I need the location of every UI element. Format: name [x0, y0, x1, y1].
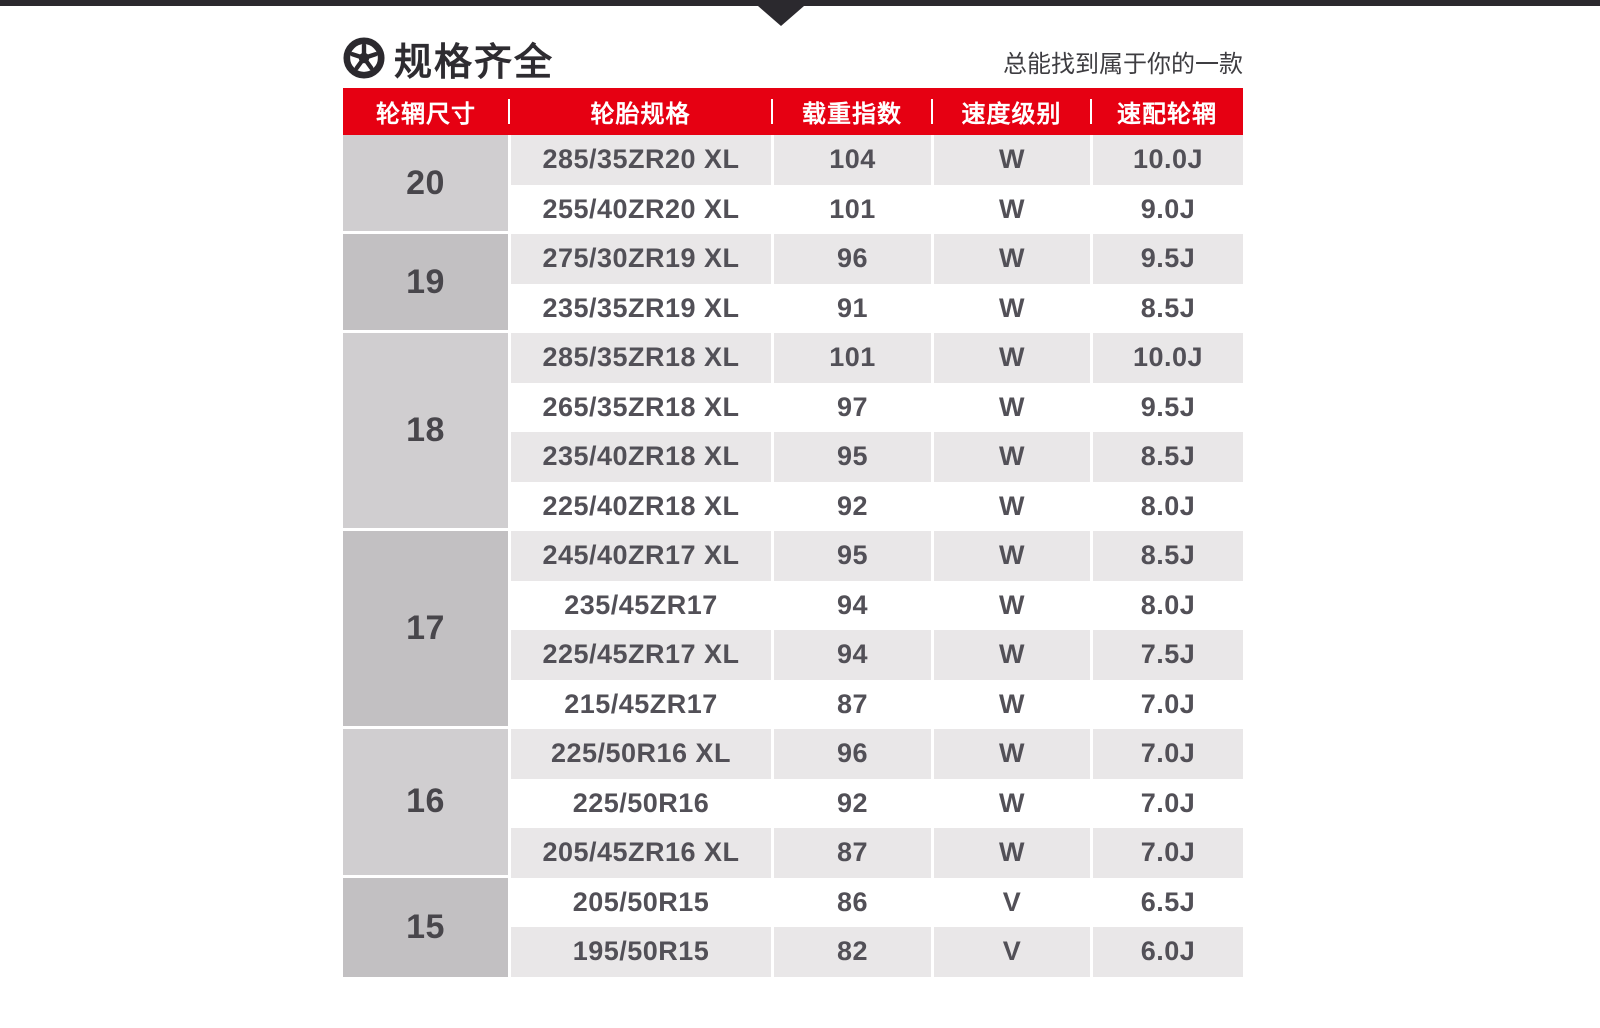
tire-spec-cell: 195/50R15 — [511, 927, 771, 977]
tire-spec-cell: 225/45ZR17 XL — [511, 630, 771, 680]
tire-spec-cell: 235/40ZR18 XL — [511, 432, 771, 482]
rim-size-cell: 19 — [343, 234, 508, 333]
load-index-cell: 92 — [774, 778, 931, 828]
speed-rating-cell: W — [934, 481, 1090, 531]
column-header-tire-spec: 轮胎规格 — [508, 88, 772, 135]
load-index-cell: 92 — [774, 481, 931, 531]
load-index-cell: 91 — [774, 283, 931, 333]
column-header-rim-fit: 速配轮辋 — [1090, 88, 1243, 135]
tire-spec-cell: 225/50R16 — [511, 778, 771, 828]
rim-size-cell: 16 — [343, 729, 508, 878]
load-index-cell: 95 — [774, 531, 931, 581]
tire-spec-cell: 215/45ZR17 — [511, 679, 771, 729]
table-body: 20 285/35ZR20 XL 104 W 10.0J 255/40ZR20 … — [343, 135, 1243, 977]
section-title: 规格齐全 — [394, 41, 555, 84]
load-index-cell: 101 — [774, 333, 931, 383]
load-index-cell: 97 — [774, 382, 931, 432]
rim-size-cell: 17 — [343, 531, 508, 729]
wheel-icon — [343, 37, 385, 79]
rim-fit-cell: 8.5J — [1093, 283, 1243, 333]
tire-spec-cell: 225/40ZR18 XL — [511, 481, 771, 531]
rim-fit-cell: 8.0J — [1093, 481, 1243, 531]
speed-rating-cell: W — [934, 333, 1090, 383]
speed-rating-cell: W — [934, 283, 1090, 333]
rim-fit-cell: 6.0J — [1093, 927, 1243, 977]
speed-rating-cell: W — [934, 382, 1090, 432]
load-index-cell: 96 — [774, 234, 931, 284]
tire-spec-cell: 265/35ZR18 XL — [511, 382, 771, 432]
column-header-load-index: 载重指数 — [771, 88, 932, 135]
speed-rating-cell: W — [934, 580, 1090, 630]
rim-fit-cell: 10.0J — [1093, 333, 1243, 383]
rim-fit-cell: 8.5J — [1093, 531, 1243, 581]
section-header: 规格齐全 总能找到属于你的一款 — [343, 31, 1243, 85]
tire-spec-cell: 285/35ZR18 XL — [511, 333, 771, 383]
rim-fit-cell: 7.5J — [1093, 630, 1243, 680]
rim-size-cell: 18 — [343, 333, 508, 531]
column-header-speed-rating: 速度级别 — [931, 88, 1091, 135]
load-index-cell: 82 — [774, 927, 931, 977]
tire-spec-cell: 275/30ZR19 XL — [511, 234, 771, 284]
top-divider-bar — [0, 0, 1600, 6]
table-header-row: 轮辋尺寸 轮胎规格 载重指数 速度级别 速配轮辋 — [343, 88, 1243, 135]
rim-fit-cell: 10.0J — [1093, 135, 1243, 185]
speed-rating-cell: W — [934, 778, 1090, 828]
rim-size-cell: 20 — [343, 135, 508, 234]
tire-spec-cell: 225/50R16 XL — [511, 729, 771, 779]
speed-rating-cell: W — [934, 135, 1090, 185]
load-index-cell: 96 — [774, 729, 931, 779]
title-group: 规格齐全 — [343, 31, 554, 86]
speed-rating-cell: W — [934, 531, 1090, 581]
load-index-cell: 86 — [774, 877, 931, 927]
speed-rating-cell: W — [934, 679, 1090, 729]
tire-spec-cell: 285/35ZR20 XL — [511, 135, 771, 185]
section-subtitle: 总能找到属于你的一款 — [1003, 50, 1243, 78]
load-index-cell: 94 — [774, 580, 931, 630]
speed-rating-cell: W — [934, 184, 1090, 234]
load-index-cell: 101 — [774, 184, 931, 234]
rim-fit-cell: 7.0J — [1093, 778, 1243, 828]
load-index-cell: 94 — [774, 630, 931, 680]
column-header-rim-size: 轮辋尺寸 — [376, 101, 476, 128]
rim-fit-cell: 8.0J — [1093, 580, 1243, 630]
down-arrow-icon — [758, 6, 804, 26]
rim-fit-cell: 7.0J — [1093, 729, 1243, 779]
speed-rating-cell: W — [934, 234, 1090, 284]
tire-spec-cell: 205/50R15 — [511, 877, 771, 927]
speed-rating-cell: V — [934, 877, 1090, 927]
rim-fit-cell: 6.5J — [1093, 877, 1243, 927]
rim-fit-cell: 9.5J — [1093, 234, 1243, 284]
load-index-cell: 95 — [774, 432, 931, 482]
rim-fit-cell: 7.0J — [1093, 828, 1243, 878]
rim-fit-cell: 9.5J — [1093, 382, 1243, 432]
load-index-cell: 87 — [774, 679, 931, 729]
tire-spec-cell: 245/40ZR17 XL — [511, 531, 771, 581]
rim-fit-cell: 9.0J — [1093, 184, 1243, 234]
tire-spec-cell: 255/40ZR20 XL — [511, 184, 771, 234]
load-index-cell: 104 — [774, 135, 931, 185]
rim-fit-cell: 7.0J — [1093, 679, 1243, 729]
load-index-cell: 87 — [774, 828, 931, 878]
rim-fit-cell: 8.5J — [1093, 432, 1243, 482]
tire-spec-cell: 205/45ZR16 XL — [511, 828, 771, 878]
speed-rating-cell: W — [934, 432, 1090, 482]
speed-rating-cell: W — [934, 828, 1090, 878]
rim-size-cell: 15 — [343, 877, 508, 977]
tire-spec-cell: 235/45ZR17 — [511, 580, 771, 630]
speed-rating-cell: W — [934, 729, 1090, 779]
speed-rating-cell: W — [934, 630, 1090, 680]
tire-spec-cell: 235/35ZR19 XL — [511, 283, 771, 333]
speed-rating-cell: V — [934, 927, 1090, 977]
